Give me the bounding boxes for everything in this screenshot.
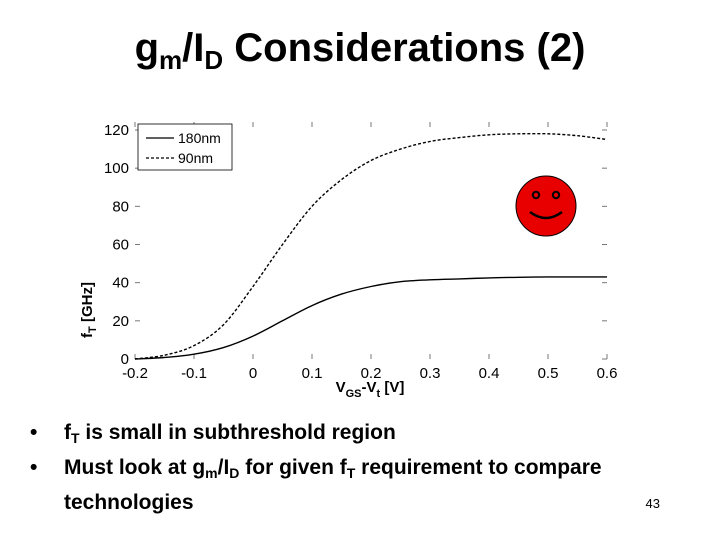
bullet-glyph: • [30,456,38,479]
x-tick-label: 0.4 [479,365,500,382]
x-tick-label: 0.3 [420,365,441,382]
page-number: 43 [645,496,660,511]
x-tick-label: -0.2 [122,365,148,382]
x-tick-label: 0.6 [597,365,618,382]
legend: 180nm 90nm [137,123,233,171]
ft-vs-vgs-chart: 0 20 40 60 80 100 120 -0.2 -0.1 0 0.1 0.2 0.3 0.4 0.5 0… [79,122,618,400]
smiley-right-eye [551,190,561,200]
bullet-item: • fT is small in subthreshold region [30,418,690,453]
bullet-item: • Must look at gm/ID for given fT requir… [30,453,690,488]
y-axis-label: fT [GHz] [79,282,99,338]
y-tick-label: 100 [104,160,129,177]
bullet-list: • fT is small in subthreshold region • M… [30,418,690,518]
y-tick-label: 60 [112,237,129,254]
series-line-180nm [134,276,607,360]
smiley-mouth [529,210,563,220]
x-tick-label: 0.1 [302,365,323,382]
x-tick-label: 0.5 [538,365,559,382]
series-line-90nm [134,132,608,360]
bullet-glyph: • [30,421,38,444]
bullet-text: fT is small in subthreshold region [64,421,396,446]
y-tick-label: 0 [121,351,129,368]
y-tick-label: 120 [104,122,129,139]
x-tick-label: -0.1 [181,365,207,382]
y-tick-label: 20 [112,313,129,330]
x-axis-label: VGS-Vt [V] [336,379,405,400]
legend-label-180nm: 180nm [178,130,221,146]
smiley-face-icon [515,175,577,237]
bullet-continuation: technologies [64,491,194,514]
x-tick-label: 0 [249,365,257,382]
bullet-text: Must look at gm/ID for given fT requirem… [64,456,602,481]
y-tick-label: 80 [112,198,129,215]
x-tick-label: 0.2 [361,365,382,382]
smiley-left-eye [531,190,541,200]
legend-box [137,123,233,171]
slide-title: gm/ID Considerations (2) [134,26,586,75]
legend-label-90nm: 90nm [178,150,213,166]
y-tick-label: 40 [112,275,129,292]
